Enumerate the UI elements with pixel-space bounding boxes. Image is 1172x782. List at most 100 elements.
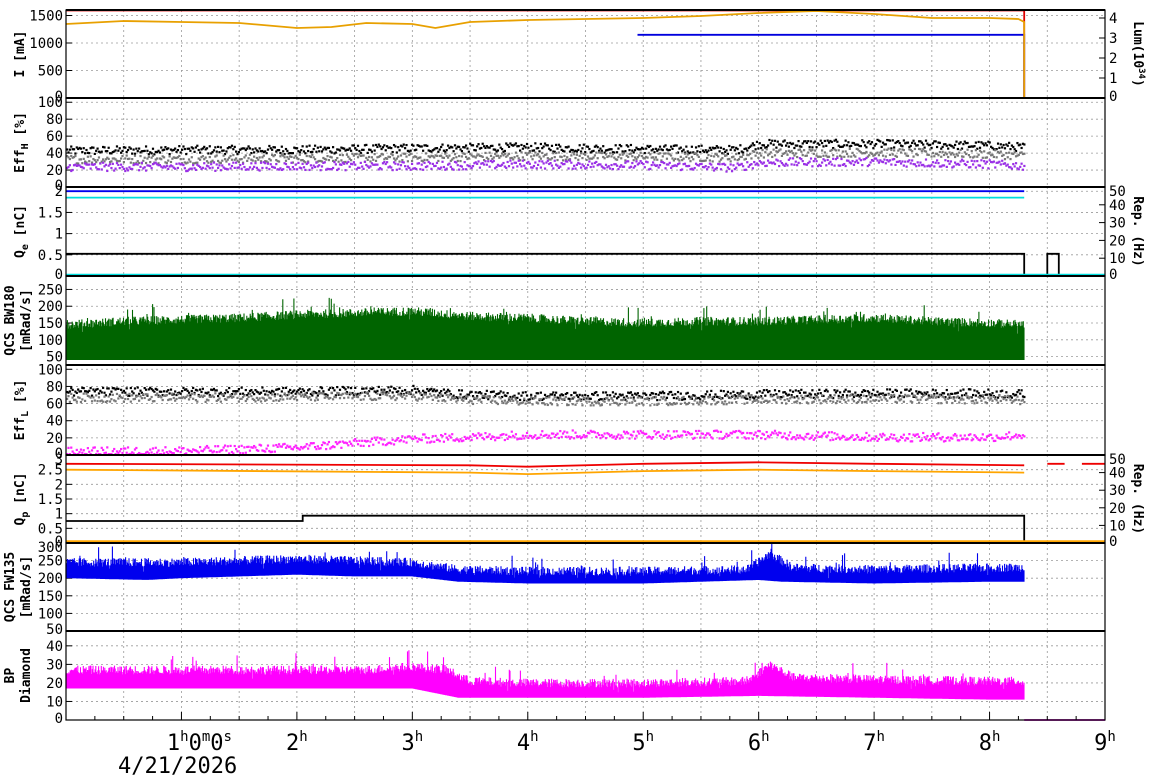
- data-point: [349, 442, 353, 445]
- data-point: [218, 164, 221, 167]
- data-point: [175, 397, 178, 401]
- data-point: [688, 432, 691, 435]
- data-point: [920, 396, 923, 399]
- data-point: [841, 434, 844, 438]
- data-point: [219, 161, 222, 165]
- data-point: [1021, 168, 1025, 171]
- data-point: [365, 391, 368, 394]
- data-point: [929, 396, 932, 399]
- data-point: [307, 160, 310, 163]
- y-axis-label: EffH [%]: [13, 112, 31, 173]
- line-series: [65, 461, 1025, 468]
- data-point: [92, 446, 95, 449]
- data-point: [230, 393, 234, 396]
- data-point: [588, 160, 591, 163]
- data-point: [404, 152, 407, 155]
- data-point: [854, 161, 857, 164]
- data-point: [247, 445, 250, 448]
- data-point: [614, 163, 617, 166]
- data-point: [275, 388, 278, 391]
- data-point: [164, 446, 167, 449]
- data-point: [419, 168, 422, 171]
- data-point: [179, 396, 182, 400]
- data-point: [505, 402, 508, 405]
- y-tick-label: 250: [38, 282, 63, 298]
- data-point: [208, 449, 211, 452]
- data-point: [401, 389, 404, 393]
- data-point: [509, 159, 512, 162]
- data-point: [674, 393, 677, 396]
- data-point: [183, 161, 186, 164]
- data-point: [458, 168, 461, 171]
- data-point: [836, 140, 839, 143]
- data-point: [909, 388, 912, 391]
- data-point: [210, 388, 213, 391]
- data-point: [661, 390, 664, 393]
- data-point: [225, 398, 228, 401]
- data-point: [135, 446, 138, 450]
- data-point: [852, 395, 856, 399]
- data-point: [851, 434, 854, 437]
- data-point: [966, 437, 969, 441]
- data-point: [330, 391, 333, 394]
- data-point: [308, 144, 311, 147]
- data-point: [254, 389, 257, 392]
- data-point: [552, 398, 555, 401]
- data-point: [790, 393, 793, 397]
- data-point: [887, 147, 890, 150]
- data-point: [606, 149, 609, 152]
- data-point: [120, 396, 123, 399]
- data-point: [834, 437, 838, 440]
- data-point: [97, 392, 101, 395]
- data-point: [441, 394, 444, 397]
- data-point: [938, 150, 941, 154]
- data-point: [987, 167, 990, 170]
- data-point: [362, 148, 365, 151]
- data-point: [250, 446, 253, 449]
- data-point: [507, 435, 511, 438]
- data-point: [929, 438, 932, 441]
- data-point: [611, 391, 615, 394]
- data-point: [237, 166, 240, 169]
- data-point: [694, 429, 698, 433]
- data-point: [192, 448, 195, 451]
- data-point: [847, 141, 850, 144]
- data-point: [881, 160, 885, 164]
- data-point: [205, 444, 209, 448]
- data-point: [984, 156, 987, 159]
- data-point: [714, 152, 717, 155]
- data-point: [913, 394, 917, 397]
- y-tick-label: 3: [55, 452, 63, 468]
- data-point: [394, 387, 397, 391]
- data-point: [802, 140, 806, 143]
- data-point: [945, 144, 948, 147]
- data-point: [911, 392, 914, 395]
- data-point: [697, 164, 700, 167]
- data-point: [192, 397, 195, 400]
- data-point: [124, 157, 127, 160]
- data-point: [844, 401, 847, 404]
- data-point: [784, 392, 788, 395]
- data-point: [1002, 397, 1005, 401]
- y-tick-label: 2: [55, 477, 63, 493]
- data-point: [453, 396, 457, 399]
- data-point: [852, 438, 856, 441]
- data-point: [912, 155, 915, 158]
- data-point: [819, 155, 822, 158]
- data-point: [837, 149, 840, 152]
- data-point: [985, 435, 989, 438]
- data-point: [394, 145, 397, 148]
- data-point: [266, 161, 270, 164]
- data-point: [470, 144, 473, 147]
- data-point: [715, 429, 718, 432]
- data-point: [228, 146, 231, 149]
- data-point: [398, 440, 401, 443]
- data-point: [656, 164, 659, 167]
- data-point: [194, 388, 198, 391]
- data-point: [510, 397, 513, 400]
- y-tick-label: 50: [46, 350, 63, 366]
- data-point: [175, 162, 178, 165]
- data-point: [704, 149, 707, 152]
